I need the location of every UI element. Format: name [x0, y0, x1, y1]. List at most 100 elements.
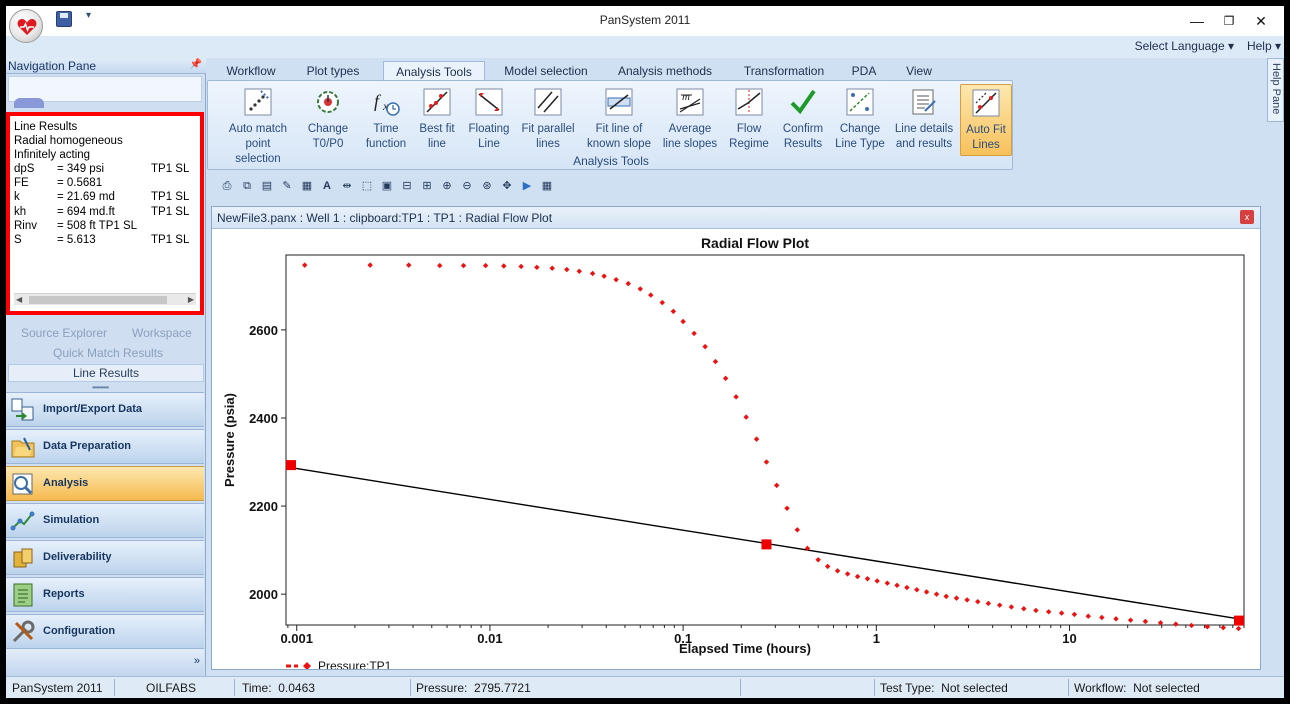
nav-overflow-bar[interactable]: » [6, 648, 204, 676]
pressure-data-point [637, 286, 643, 292]
confirm-results-button[interactable]: Confirm Results [778, 84, 828, 156]
ribbon-tab-strip: Workflow Plot types Analysis Tools Model… [207, 58, 1265, 82]
tab-model-selection[interactable]: Model selection [504, 64, 588, 78]
pressure-data-point [844, 571, 851, 577]
status-bar: PanSystem 2011 OILFABS Time: 0.0463 Pres… [6, 676, 1284, 698]
status-divider [1068, 679, 1069, 696]
chevron-down-icon[interactable]: » [193, 655, 200, 667]
tab-transformation[interactable]: Transformation [743, 64, 825, 78]
pressure-data-point [1099, 614, 1105, 621]
help-pane-tab[interactable]: Help Pane [1267, 58, 1284, 122]
fit-parallel-lines-button[interactable]: Fit parallel lines [518, 84, 578, 156]
tab-quick-match-results[interactable]: Quick Match Results [53, 346, 164, 360]
select-language-menu[interactable]: Select Language ▾ [1134, 39, 1234, 53]
status-divider [874, 679, 875, 696]
pressure-data-point [601, 273, 607, 279]
results-horizontal-scrollbar[interactable]: ◀ ▶ [14, 293, 196, 305]
result-key: kh [14, 205, 27, 218]
delete-region-icon[interactable]: ⊟ [402, 180, 412, 192]
line-details-results-button[interactable]: Line details and results [892, 84, 956, 156]
status-time: Time: 0.0463 [242, 681, 315, 695]
tab-line-results[interactable]: Line Results [8, 364, 204, 382]
pan-icon[interactable]: ✥ [502, 180, 512, 192]
flow-regime-button[interactable]: Flow Regime [726, 84, 772, 156]
x-axis-label: Elapsed Time (hours) [679, 641, 811, 656]
results-heading: Line Results [14, 121, 78, 133]
tab-source-explorer[interactable]: Source Explorer [21, 326, 108, 340]
results-heading-line: Line Results [14, 120, 200, 134]
scrollbar-thumb[interactable] [29, 296, 167, 304]
data-table-icon[interactable]: ▦ [541, 180, 553, 192]
status-divider [740, 679, 741, 696]
export-icon[interactable]: ▤ [261, 180, 273, 192]
scroll-right-icon[interactable]: ▶ [187, 295, 194, 304]
close-button[interactable]: ✕ [1255, 13, 1267, 29]
copy-icon[interactable]: ⧉ [243, 180, 251, 192]
tab-analysis-tools[interactable]: Analysis Tools [383, 61, 485, 82]
split-icon[interactable]: ⇹ [342, 180, 352, 192]
radial-flow-chart[interactable]: Radial Flow Plot Elapsed Time (hours) Pres… [212, 229, 1260, 669]
play-icon[interactable]: ▶ [522, 180, 532, 192]
close-icon[interactable]: x [1240, 210, 1254, 224]
tab-plot-types[interactable]: Plot types [306, 64, 360, 78]
minimize-button[interactable]: — [1190, 13, 1204, 29]
add-region-icon[interactable]: ⊞ [422, 180, 432, 192]
plot-settings-icon[interactable]: ▦ [301, 180, 313, 192]
auto-fit-lines-button[interactable]: Auto Fit Lines [960, 84, 1012, 156]
change-t0p0-button[interactable]: Change T0/P0 [306, 84, 350, 156]
fit-parallel-lines-icon [534, 88, 562, 116]
save-icon[interactable] [56, 11, 72, 27]
status-pressure-label: Pressure: [416, 681, 468, 695]
nav-button-reports[interactable]: Reports [6, 577, 204, 612]
tab-workspace[interactable]: Workspace [132, 326, 192, 340]
y-tick-label: 2600 [249, 323, 278, 338]
tab-pda[interactable]: PDA [851, 64, 877, 78]
legend-label: Pressure:TP1 [318, 659, 392, 669]
y-tick-label: 2400 [249, 411, 278, 426]
nav-button-analysis[interactable]: Analysis [6, 466, 204, 501]
change-line-type-button[interactable]: Change Line Type [832, 84, 888, 156]
nav-button-import-export[interactable]: Import/Export Data [6, 392, 204, 427]
pressure-data-point [914, 587, 920, 593]
fit-line-known-slope-button[interactable]: Fit line of known slope [584, 84, 654, 156]
nav-button-simulation[interactable]: Simulation [6, 503, 204, 538]
tab-workflow[interactable]: Workflow [226, 64, 276, 78]
pressure-data-point [302, 262, 308, 268]
tab-analysis-methods[interactable]: Analysis methods [617, 64, 713, 78]
restore-button[interactable]: ❐ [1223, 14, 1235, 28]
pin-icon[interactable]: 📌 [189, 59, 202, 70]
application-menu-button[interactable] [9, 9, 43, 43]
analysis-icon [12, 473, 33, 495]
tab-view[interactable]: View [906, 64, 932, 78]
flow-regime-icon [735, 88, 763, 116]
help-menu[interactable]: Help ▾ [1246, 39, 1281, 53]
ribbon-button-label: Auto match point selection [228, 123, 288, 165]
splitter-grip[interactable]: ••••••••• [92, 383, 109, 392]
select-region-icon[interactable]: ▣ [381, 180, 393, 192]
pressure-data-point [864, 576, 871, 582]
result-row: k = 21.69 md TP1 SL [14, 190, 200, 204]
quick-access-dropdown-icon[interactable]: ▾ [86, 10, 92, 21]
zoom-out-icon[interactable]: ⊖ [462, 180, 472, 192]
scroll-left-icon[interactable]: ◀ [16, 295, 23, 304]
result-key: k [14, 191, 20, 204]
zoom-in-icon[interactable]: ⊕ [442, 180, 452, 192]
status-time-label: Time: [242, 681, 272, 695]
edit-plot-icon[interactable]: ✎ [282, 180, 292, 192]
average-slopes-icon: m [676, 88, 704, 116]
nav-button-configuration[interactable]: Configuration [6, 614, 204, 649]
nav-button-label: Reports [43, 588, 85, 600]
zoom-fit-icon[interactable]: ⊛ [482, 180, 492, 192]
zoom-box-icon[interactable]: ⬚ [361, 180, 373, 192]
text-annotation-icon[interactable]: A [323, 180, 331, 192]
nav-button-data-preparation[interactable]: Data Preparation [6, 429, 204, 464]
results-heading-line: Radial homogeneous [14, 134, 200, 148]
svg-text:f: f [374, 91, 382, 111]
print-icon[interactable]: ⎙ [222, 180, 232, 192]
auto-match-point-selection-button[interactable]: Auto match point selection [222, 84, 294, 165]
nav-button-deliverability[interactable]: Deliverability [6, 540, 204, 575]
average-line-slopes-button[interactable]: m Average line slopes [660, 84, 720, 156]
best-fit-line-button[interactable]: Best fit line [414, 84, 460, 156]
floating-line-button[interactable]: Floating Line [464, 84, 514, 156]
